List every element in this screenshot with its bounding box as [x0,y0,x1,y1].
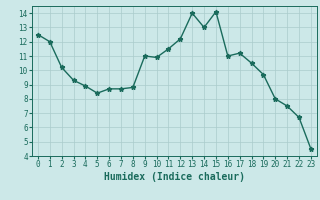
X-axis label: Humidex (Indice chaleur): Humidex (Indice chaleur) [104,172,245,182]
